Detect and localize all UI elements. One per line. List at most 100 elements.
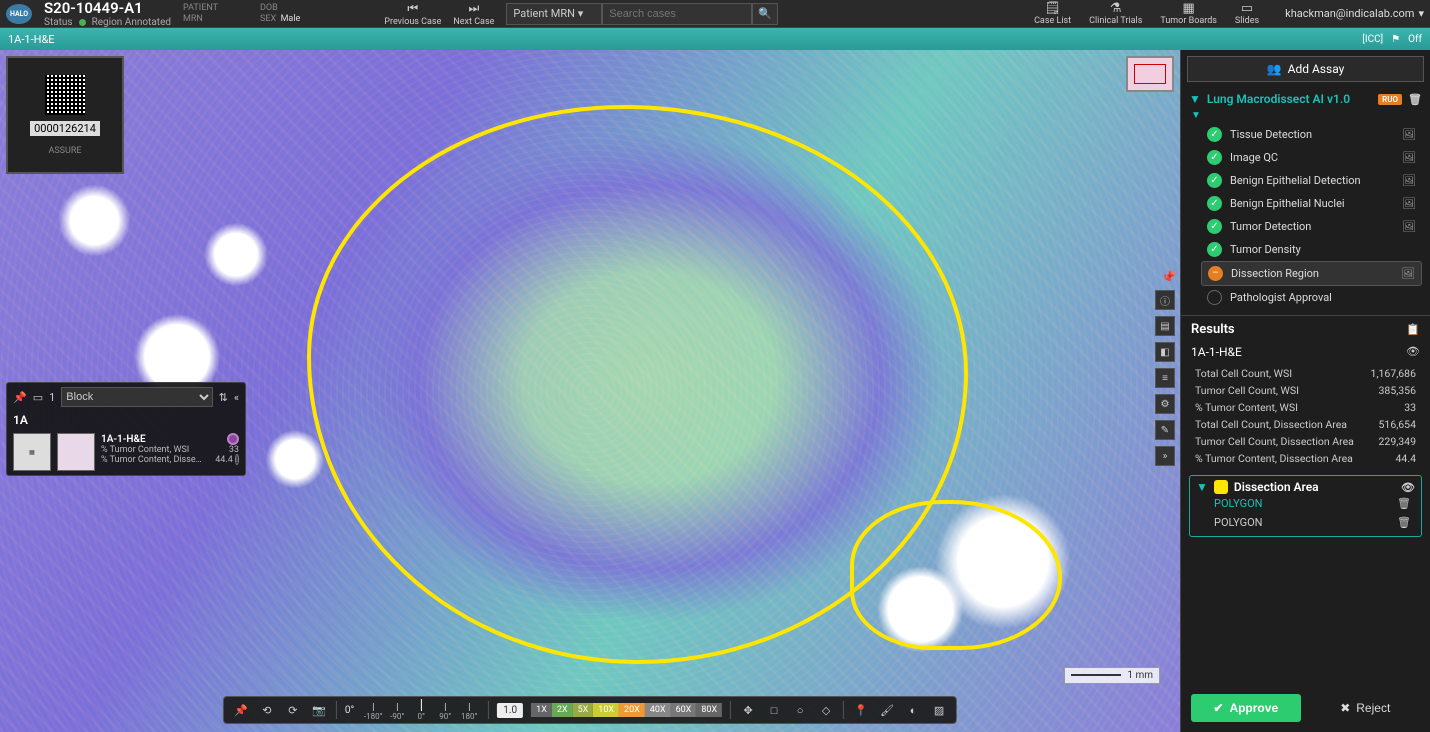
delete-assay-icon[interactable]: 🗑	[1408, 93, 1422, 106]
tool-measure-icon[interactable]: ≡	[1155, 368, 1175, 388]
tool-annotations-icon[interactable]: ◧	[1155, 342, 1175, 362]
step-benign-nuclei[interactable]: ✓Benign Epithelial Nuclei🖼	[1201, 192, 1422, 215]
tumor-boards-button[interactable]: ▦Tumor Boards	[1160, 1, 1217, 26]
assay-header[interactable]: ▼ Lung Macrodissect AI v1.0 RUO 🗑	[1181, 88, 1430, 110]
image-icon[interactable]: 🖼	[1401, 267, 1415, 280]
tool-edit-icon[interactable]: ✎	[1155, 420, 1175, 440]
pin-tool-icon[interactable]: 📌	[232, 701, 250, 719]
case-list-button[interactable]: 🗒Case List	[1034, 1, 1071, 26]
polygon-row-2[interactable]: POLYGON🗑	[1196, 513, 1415, 532]
barcode-number: 0000126214	[30, 121, 100, 136]
group-mode-select[interactable]: Block	[61, 387, 212, 407]
fill-tool-icon[interactable]: ▨	[930, 701, 948, 719]
rot-180: 180°	[461, 712, 477, 721]
next-case-button[interactable]: ⏭ Next Case	[453, 1, 494, 27]
eraser-tool-icon[interactable]: ◐	[904, 701, 922, 719]
flag-icon[interactable]: ⚑	[1391, 34, 1400, 45]
collapse-icon[interactable]: «	[234, 391, 239, 404]
approve-button[interactable]: ✔Approve	[1191, 694, 1301, 722]
dissection-header[interactable]: ▼ Dissection Area 👁	[1196, 480, 1415, 494]
trash-icon[interactable]: 🗑	[1397, 497, 1411, 510]
slides-button[interactable]: ▭Slides	[1235, 1, 1259, 26]
zoom-80x[interactable]: 80X	[696, 703, 722, 717]
sort-icon[interactable]: ⇅	[219, 391, 228, 404]
step-label: Benign Epithelial Nuclei	[1230, 197, 1345, 210]
side-tool-strip: ⓘ ▤ ◧ ≡ ⚙ ✎ »	[1154, 290, 1176, 466]
polygon-tool-icon[interactable]: ◇	[817, 701, 835, 719]
sex-value: Male	[281, 14, 301, 24]
mini-map[interactable]	[1126, 56, 1174, 92]
tool-expand-icon[interactable]: »	[1155, 446, 1175, 466]
rect-tool-icon[interactable]: □	[765, 701, 783, 719]
eye-icon[interactable]: 👁	[1401, 481, 1415, 494]
tool-info-icon[interactable]: ⓘ	[1155, 290, 1175, 310]
tool-layers-icon[interactable]: ▤	[1155, 316, 1175, 336]
polygon-row-1[interactable]: POLYGON🗑	[1196, 494, 1415, 513]
step-image-qc[interactable]: ✓Image QC🖼	[1201, 146, 1422, 169]
slide-viewer[interactable]: 0000126214 ASSURE 1 mm 📌 ⓘ ▤ ◧ ≡ ⚙ ✎ » 📌…	[0, 50, 1180, 732]
zoom-5x[interactable]: 5X	[573, 703, 594, 717]
rotation-slider[interactable]: -180° -90° 0° 90° 180°	[362, 699, 480, 721]
image-icon[interactable]: 🖼	[1402, 197, 1416, 210]
user-menu[interactable]: khackman@indicalab.com ▾	[1285, 7, 1424, 20]
icc-badge[interactable]: [ICC]	[1362, 34, 1383, 45]
info-icon[interactable]: i	[235, 454, 239, 465]
off-toggle[interactable]: Off	[1408, 34, 1422, 45]
search-icon[interactable]: 🔍	[752, 3, 778, 25]
trash-icon[interactable]: 🗑	[1397, 516, 1411, 529]
tool-settings-icon[interactable]: ⚙	[1155, 394, 1175, 414]
zoom-2x[interactable]: 2X	[552, 703, 573, 717]
step-tumor-density[interactable]: ✓Tumor Density	[1201, 238, 1422, 261]
copy-icon[interactable]: 📋	[1406, 323, 1420, 336]
sub-caret-icon[interactable]: ▼	[1181, 110, 1430, 121]
reset-tool-icon[interactable]: ⟲	[258, 701, 276, 719]
step-label: Tissue Detection	[1230, 128, 1312, 141]
eye-icon[interactable]: 👁	[1406, 345, 1420, 359]
dissection-annotation-2[interactable]	[850, 500, 1062, 650]
search-input[interactable]	[602, 3, 752, 25]
step-pathologist-approval[interactable]: Pathologist Approval	[1201, 286, 1422, 309]
step-benign-detection[interactable]: ✓Benign Epithelial Detection🖼	[1201, 169, 1422, 192]
slides-icon: ▭	[1241, 1, 1253, 16]
image-icon[interactable]: 🖼	[1402, 128, 1416, 141]
brush-tool-icon[interactable]: 🖌	[878, 701, 896, 719]
rotate-tool-icon[interactable]: ⟳	[284, 701, 302, 719]
circle-tool-icon[interactable]: ○	[791, 701, 809, 719]
pin-icon[interactable]: 📌	[1161, 270, 1176, 284]
zoom-value[interactable]: 1.0	[497, 703, 523, 718]
add-user-icon: 👥	[1267, 62, 1282, 76]
step-tissue-detection[interactable]: ✓Tissue Detection🖼	[1201, 123, 1422, 146]
next-icon: ⏭	[468, 1, 479, 16]
zoom-10x[interactable]: 10X	[593, 703, 619, 717]
reject-button[interactable]: ✖Reject	[1311, 694, 1421, 722]
zoom-1x[interactable]: 1X	[531, 703, 552, 717]
active-tab[interactable]: 1A-1-H&E	[8, 33, 55, 46]
results-header: Results 📋	[1181, 315, 1430, 343]
slide-name: 1A-1-H&E	[101, 434, 146, 445]
zoom-40x[interactable]: 40X	[645, 703, 671, 717]
slide-row[interactable]: ▦ 1A-1-H&E % Tumor Content, WSI33 % Tumo…	[7, 429, 245, 475]
previous-case-button[interactable]: ⏮ Previous Case	[384, 1, 441, 27]
zoom-20x[interactable]: 20X	[619, 703, 645, 717]
marker-tool-icon[interactable]: 📍	[852, 701, 870, 719]
metric-value: 44.4	[1396, 452, 1416, 465]
metric-value: 516,654	[1379, 418, 1416, 431]
search-mode-select[interactable]: Patient MRN ▾	[506, 3, 602, 25]
image-icon[interactable]: 🖼	[1402, 220, 1416, 233]
panel-slides-icon[interactable]: ▭	[33, 391, 43, 404]
pan-tool-icon[interactable]: ✥	[739, 701, 757, 719]
zoom-60x[interactable]: 60X	[671, 703, 697, 717]
dob-sex-meta: DOB SEX Male	[260, 3, 300, 25]
add-assay-button[interactable]: 👥 Add Assay	[1187, 56, 1424, 82]
step-dissection-region[interactable]: –Dissection Region🖼	[1201, 261, 1422, 286]
caret-down-icon: ▼	[1189, 92, 1201, 106]
slide-label-thumbnail[interactable]: 0000126214 ASSURE	[6, 56, 124, 174]
image-icon[interactable]: 🖼	[1402, 151, 1416, 164]
image-icon[interactable]: 🖼	[1402, 174, 1416, 187]
step-tumor-detection[interactable]: ✓Tumor Detection🖼	[1201, 215, 1422, 238]
panel-pin-icon[interactable]: 📌	[13, 391, 27, 404]
clinical-trials-button[interactable]: ⚗Clinical Trials	[1089, 1, 1142, 26]
camera-icon[interactable]: 📷	[310, 701, 328, 719]
next-case-label: Next Case	[453, 17, 494, 27]
list-icon: 🗒	[1044, 1, 1061, 16]
